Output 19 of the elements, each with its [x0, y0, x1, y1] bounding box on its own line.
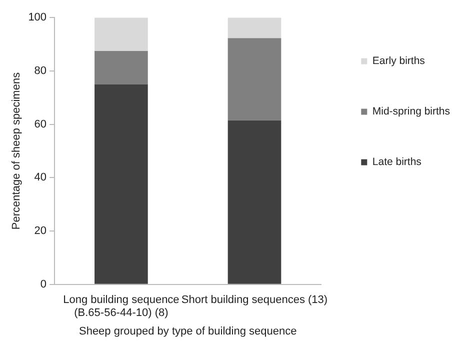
- x-tick-label: Short building sequences (13): [181, 294, 328, 306]
- y-tick-label: 40: [34, 172, 47, 184]
- y-tick-label: 100: [28, 12, 47, 24]
- x-axis-title: Sheep grouped by type of building sequence: [78, 325, 297, 338]
- legend-label: Late births: [372, 156, 422, 168]
- bar: [94, 50, 148, 84]
- legend-label: Mid-spring births: [372, 106, 450, 118]
- y-axis-title: Percentage of sheep specimens: [10, 72, 23, 230]
- bar: [228, 18, 282, 38]
- bar: [228, 120, 282, 284]
- y-tick-label: 0: [40, 278, 47, 290]
- bar: [94, 18, 148, 51]
- bar: [94, 84, 148, 284]
- bar: [228, 38, 282, 120]
- y-tick-label: 60: [34, 118, 47, 130]
- legend-label: Early births: [372, 55, 425, 68]
- x-tick-label: Long building sequence (B.65-56-44-10) (8): [63, 294, 180, 320]
- y-tick-label: 20: [34, 225, 47, 238]
- y-tick-label: 80: [34, 64, 47, 77]
